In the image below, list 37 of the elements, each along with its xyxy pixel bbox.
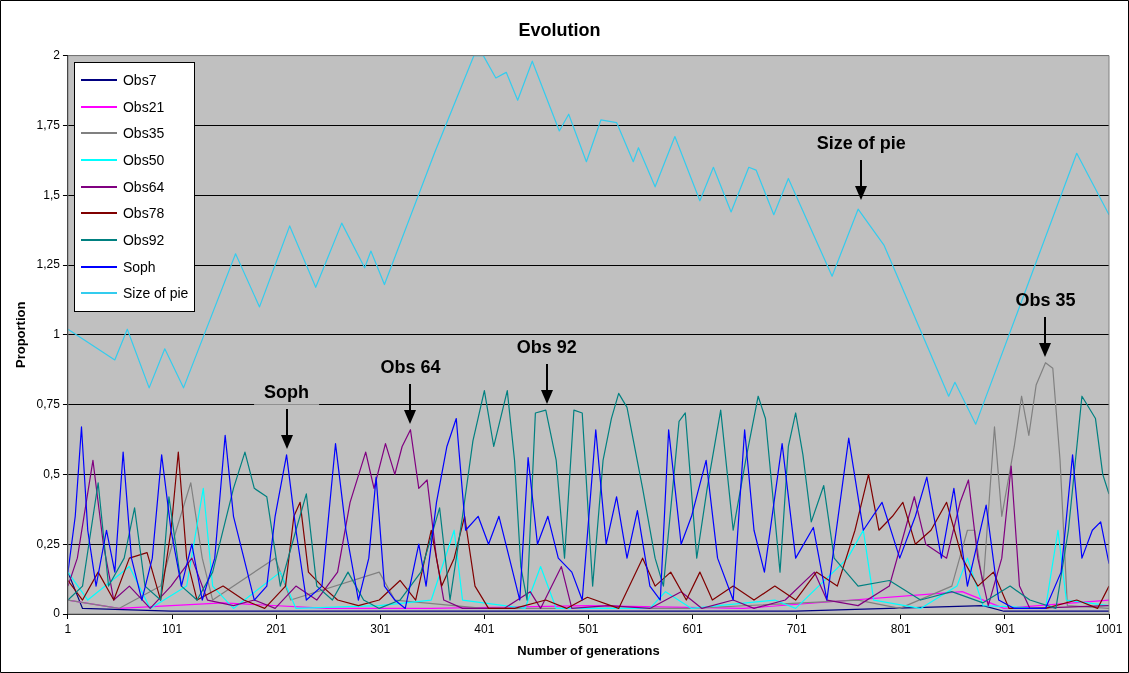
x-tick-label: 1001 bbox=[1095, 621, 1123, 636]
annotation: Obs 92 bbox=[516, 337, 577, 358]
legend-label: Obs35 bbox=[122, 125, 165, 142]
x-tick-label: 101 bbox=[162, 621, 183, 636]
x-tick-label: 701 bbox=[786, 621, 808, 636]
annotation: Obs 64 bbox=[380, 356, 441, 377]
annotation: Soph bbox=[264, 381, 310, 402]
y-tick-label: 0,5 bbox=[43, 466, 61, 481]
chart-title: Evolution bbox=[518, 19, 601, 40]
x-tick-label: 901 bbox=[994, 621, 1016, 636]
y-tick-label: 0 bbox=[53, 606, 61, 621]
x-tick-label: 1 bbox=[64, 621, 72, 636]
y-tick-label: 1,25 bbox=[36, 257, 61, 272]
y-tick-label: 1,5 bbox=[43, 187, 61, 202]
legend-label: Obs21 bbox=[122, 98, 165, 115]
legend-label: Obs78 bbox=[122, 205, 165, 222]
x-tick-label: 201 bbox=[266, 621, 287, 636]
y-tick-label: 0,25 bbox=[36, 536, 61, 551]
legend-label: Size of pie bbox=[122, 285, 189, 302]
annotation: Obs 35 bbox=[1015, 289, 1076, 310]
y-axis-title: Proportion bbox=[13, 301, 29, 369]
legend-label: Soph bbox=[122, 258, 156, 275]
legend-label: Obs64 bbox=[122, 178, 165, 195]
x-tick-label: 501 bbox=[578, 621, 599, 636]
x-tick-label: 401 bbox=[474, 621, 495, 636]
legend-label: Obs92 bbox=[122, 232, 165, 249]
x-axis-title: Number of generations bbox=[517, 642, 660, 658]
legend-label: Obs50 bbox=[122, 152, 165, 168]
legend-label: Obs7 bbox=[122, 71, 157, 88]
y-tick-label: 1 bbox=[53, 327, 61, 342]
x-tick-label: 301 bbox=[370, 621, 391, 636]
y-tick-label: 2 bbox=[53, 47, 61, 62]
y-tick-label: 0,75 bbox=[36, 396, 61, 411]
annotation: Size of pie bbox=[816, 133, 906, 154]
x-tick-label: 801 bbox=[890, 621, 912, 636]
x-tick-label: 601 bbox=[682, 621, 703, 636]
y-tick-label: 1,75 bbox=[36, 117, 61, 132]
